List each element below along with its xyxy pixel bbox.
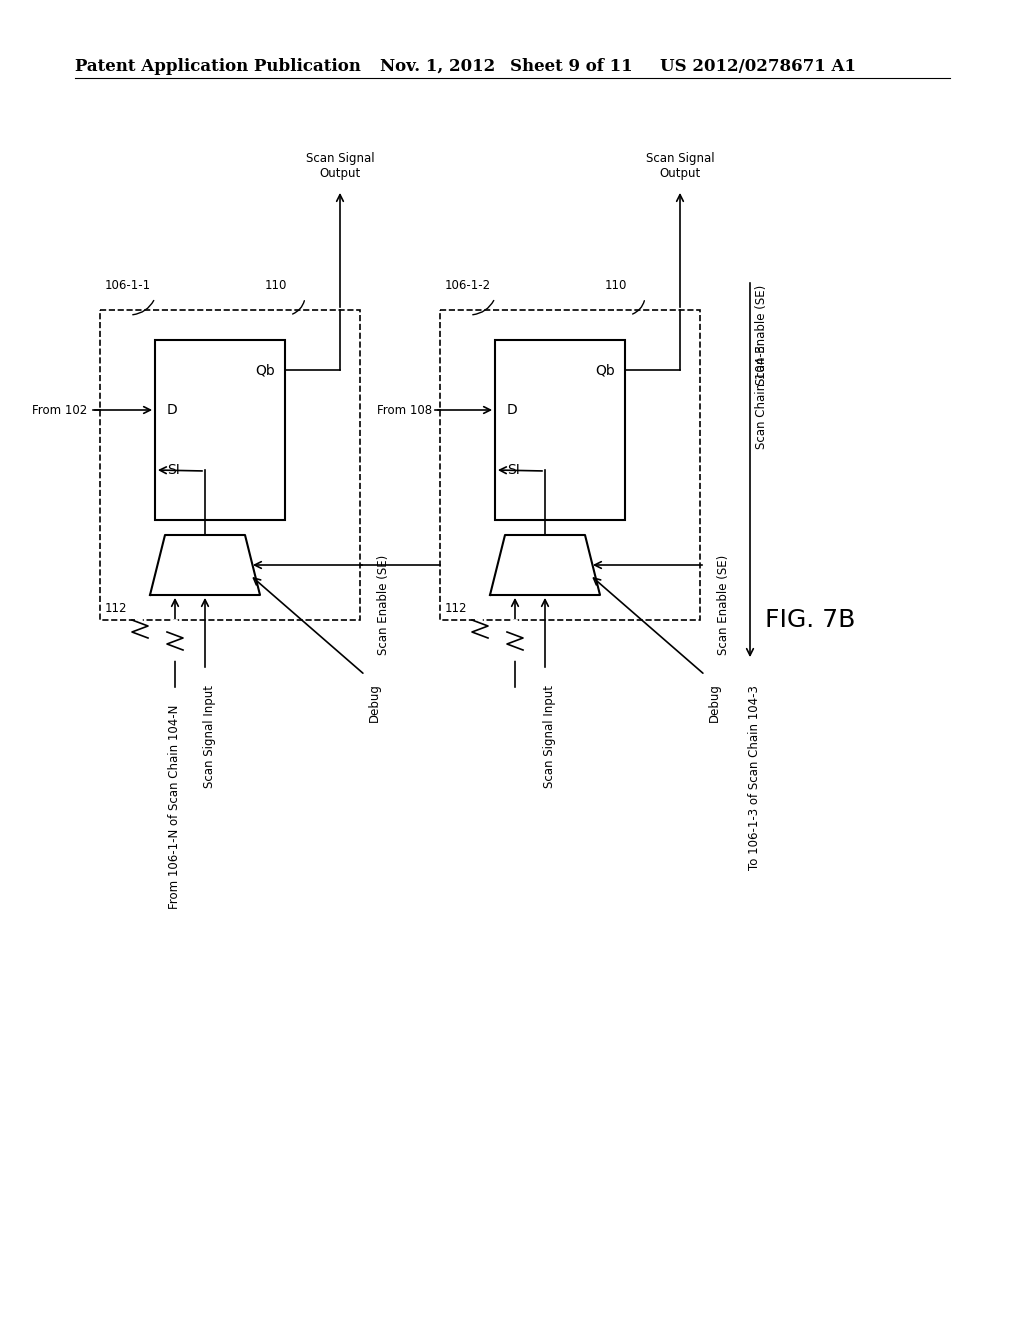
Text: SI: SI [507,463,520,477]
Text: US 2012/0278671 A1: US 2012/0278671 A1 [660,58,856,75]
Text: 106-1-2: 106-1-2 [445,279,492,292]
Text: 110: 110 [605,279,628,292]
Text: Nov. 1, 2012: Nov. 1, 2012 [380,58,496,75]
Text: Scan Chain 104-3: Scan Chain 104-3 [755,345,768,449]
Text: Debug: Debug [708,682,721,722]
Text: FIG. 7B: FIG. 7B [765,609,855,632]
Text: From 108: From 108 [377,404,432,417]
Text: Patent Application Publication: Patent Application Publication [75,58,360,75]
Text: From 102: From 102 [32,404,87,417]
Bar [100,310,360,620]
Bar [155,341,285,520]
Text: 112: 112 [445,602,468,615]
Text: Sheet 9 of 11: Sheet 9 of 11 [510,58,633,75]
Text: To 106-1-3 of Scan Chain 104-3: To 106-1-3 of Scan Chain 104-3 [749,685,762,870]
Text: 112: 112 [105,602,128,615]
Text: Qb: Qb [595,363,615,378]
Text: Scan Signal Input: Scan Signal Input [544,685,556,788]
Text: Debug: Debug [368,682,381,722]
Text: 106-1-1: 106-1-1 [105,279,152,292]
Bar [495,341,625,520]
Text: D: D [167,403,178,417]
Text: 110: 110 [265,279,288,292]
Bar [440,310,700,620]
Text: Qb: Qb [255,363,275,378]
Text: Scan Signal
Output: Scan Signal Output [646,152,715,180]
Text: SI: SI [167,463,180,477]
Text: From 106-1-N of Scan Chain 104-N: From 106-1-N of Scan Chain 104-N [169,705,181,909]
Text: Scan Enable (SE): Scan Enable (SE) [755,285,768,385]
Text: Scan Signal Input: Scan Signal Input [204,685,216,788]
Text: Scan Enable (SE): Scan Enable (SE) [377,554,390,655]
Text: Scan Signal
Output: Scan Signal Output [306,152,375,180]
Text: Scan Enable (SE): Scan Enable (SE) [717,554,730,655]
Text: D: D [507,403,518,417]
